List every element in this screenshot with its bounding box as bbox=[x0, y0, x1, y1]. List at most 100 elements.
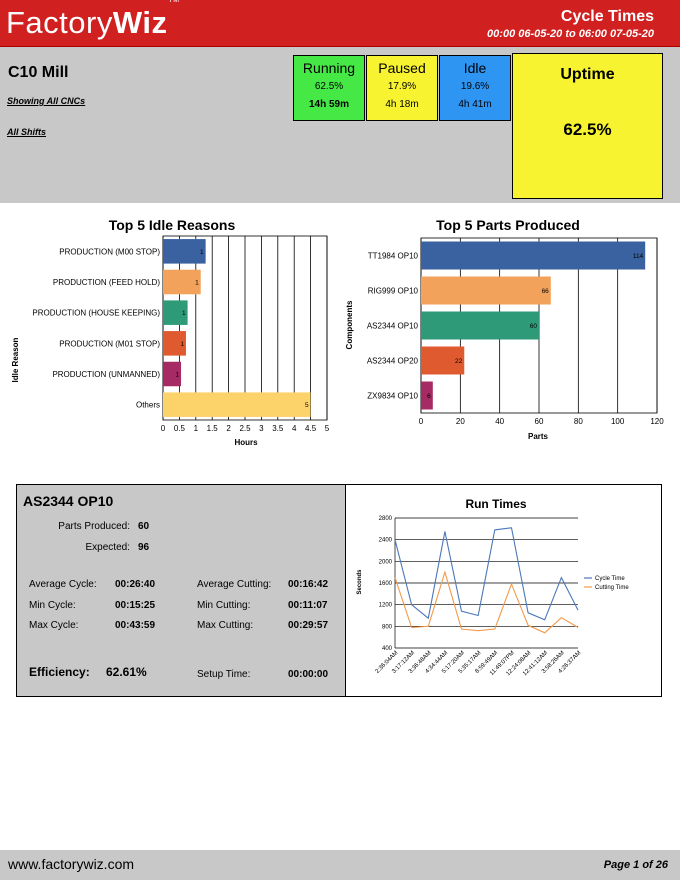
idle-x-tick: 1 bbox=[194, 424, 199, 433]
parts-bar-label: 66 bbox=[542, 288, 550, 295]
idle-x-tick: 0 bbox=[161, 424, 166, 433]
run-y-tick: 2000 bbox=[379, 559, 393, 565]
idle-x-tick: 2 bbox=[226, 424, 231, 433]
avg-cycle-label: Average Cycle: bbox=[29, 579, 97, 590]
parts-category-label: TT1984 OP10 bbox=[368, 252, 419, 261]
idle-category-label: PRODUCTION (HOUSE KEEPING) bbox=[32, 309, 160, 318]
uptime-label: Uptime bbox=[560, 66, 615, 83]
expected-value: 96 bbox=[138, 542, 150, 553]
paused-duration: 4h 18m bbox=[385, 99, 419, 110]
paused-label: Paused bbox=[378, 60, 426, 76]
idle-status-box: Idle 19.6% 4h 41m bbox=[439, 55, 511, 121]
running-duration: 14h 59m bbox=[308, 99, 350, 110]
idle-duration: 4h 41m bbox=[458, 99, 492, 110]
header-bar: FactoryWizTM Cycle Times 00:00 06-05-20 … bbox=[0, 0, 680, 47]
run-y-tick: 400 bbox=[382, 646, 393, 652]
running-label: Running bbox=[302, 60, 356, 76]
min-cycle-value: 00:15:25 bbox=[115, 600, 156, 611]
parts-category-label: AS2344 OP20 bbox=[367, 357, 419, 366]
idle-reasons-chart: Top 5 Idle Reasons Idle Reason Hours 111… bbox=[11, 217, 330, 447]
run-series-line bbox=[394, 527, 579, 621]
expected-label: Expected: bbox=[85, 542, 130, 553]
efficiency-label: Efficiency: bbox=[29, 665, 90, 679]
idle-bar-label: 1 bbox=[200, 249, 204, 256]
idle-bar-label: 5 bbox=[305, 402, 309, 409]
idle-bar bbox=[163, 269, 201, 295]
shift-filter-link[interactable]: All Shifts bbox=[7, 127, 47, 137]
parts-x-tick: 20 bbox=[456, 417, 465, 426]
parts-x-tick: 120 bbox=[650, 417, 664, 426]
idle-category-label: PRODUCTION (M01 STOP) bbox=[59, 339, 160, 348]
parts-bar bbox=[421, 381, 433, 410]
parts-produced-value: 60 bbox=[138, 521, 150, 532]
idle-bar-label: 1 bbox=[180, 341, 184, 348]
parts-bar bbox=[421, 241, 646, 270]
parts-chart-title: Top 5 Parts Produced bbox=[436, 217, 580, 233]
idle-x-tick: 3 bbox=[259, 424, 264, 433]
max-cutting-value: 00:29:57 bbox=[288, 620, 329, 631]
paused-percent: 17.9% bbox=[387, 81, 417, 92]
uptime-value: 62.5% bbox=[563, 120, 612, 139]
idle-x-tick: 2.5 bbox=[239, 424, 251, 433]
machine-name: C10 Mill bbox=[8, 64, 69, 81]
parts-x-tick: 80 bbox=[574, 417, 583, 426]
parts-bar bbox=[421, 276, 551, 305]
page-number: Page 1 of 26 bbox=[603, 859, 668, 871]
report-title: Cycle Times bbox=[560, 8, 654, 25]
idle-category-label: Others bbox=[136, 401, 160, 410]
parts-category-label: ZX9834 OP10 bbox=[367, 392, 418, 401]
parts-bar-label: 6 bbox=[427, 393, 431, 400]
min-cutting-value: 00:11:07 bbox=[288, 600, 328, 611]
idle-category-label: PRODUCTION (UNMANNED) bbox=[52, 370, 160, 379]
cnc-filter-link[interactable]: Showing All CNCs bbox=[7, 96, 86, 106]
paused-status-box: Paused 17.9% 4h 18m bbox=[366, 55, 438, 121]
logo-text-bold: Wiz bbox=[112, 5, 168, 40]
run-y-tick: 2400 bbox=[379, 538, 393, 544]
idle-x-tick: 3.5 bbox=[272, 424, 284, 433]
idle-x-tick: 4.5 bbox=[305, 424, 317, 433]
uptime-box: Uptime 62.5% bbox=[512, 53, 663, 199]
footer-url: www.factorywiz.com bbox=[8, 856, 135, 872]
idle-label: Idle bbox=[463, 60, 487, 76]
idle-x-tick: 1.5 bbox=[207, 424, 219, 433]
setup-time-value: 00:00:00 bbox=[288, 669, 329, 680]
run-series-line bbox=[394, 570, 579, 634]
parts-x-tick: 40 bbox=[495, 417, 504, 426]
date-range: 00:00 06-05-20 to 06:00 07-05-20 bbox=[487, 28, 654, 40]
run-legend-label: Cycle Time bbox=[595, 576, 625, 582]
idle-bar-label: 1 bbox=[182, 310, 186, 317]
avg-cycle-value: 00:26:40 bbox=[115, 579, 156, 590]
running-status-box: Running 62.5% 14h 59m bbox=[293, 55, 365, 121]
parts-category-label: AS2344 OP10 bbox=[367, 322, 419, 331]
max-cycle-label: Max Cycle: bbox=[29, 620, 79, 631]
run-y-tick: 1600 bbox=[379, 581, 393, 587]
parts-category-label: RIG999 OP10 bbox=[368, 287, 419, 296]
run-y-tick: 2800 bbox=[379, 516, 393, 522]
parts-chart-xlabel: Parts bbox=[528, 432, 549, 441]
idle-bar bbox=[163, 392, 311, 417]
idle-percent: 19.6% bbox=[460, 81, 490, 92]
avg-cutting-label: Average Cutting: bbox=[197, 579, 272, 590]
efficiency-value: 62.61% bbox=[106, 665, 147, 679]
parts-bar-label: 22 bbox=[455, 358, 463, 365]
footer-bar: www.factorywiz.com Page 1 of 26 bbox=[0, 850, 680, 880]
min-cutting-label: Min Cutting: bbox=[197, 600, 251, 611]
factorywiz-logo: FactoryWizTM bbox=[6, 0, 179, 41]
avg-cutting-value: 00:16:42 bbox=[288, 579, 329, 590]
parts-bar-label: 114 bbox=[633, 253, 644, 260]
parts-produced-label: Parts Produced: bbox=[58, 521, 130, 532]
logo-text-plain: Factory bbox=[6, 5, 113, 40]
idle-category-label: PRODUCTION (FEED HOLD) bbox=[53, 278, 160, 287]
parts-produced-chart: Top 5 Parts Produced Components Parts 11… bbox=[345, 217, 664, 441]
min-cycle-label: Min Cycle: bbox=[29, 600, 76, 611]
parts-bar-label: 60 bbox=[530, 323, 538, 330]
idle-bar-label: 1 bbox=[195, 280, 199, 287]
idle-x-tick: 0.5 bbox=[174, 424, 186, 433]
run-legend-label: Cutting Time bbox=[595, 585, 629, 591]
run-y-tick: 1200 bbox=[379, 603, 393, 609]
parts-bar bbox=[421, 311, 539, 340]
running-percent: 62.5% bbox=[314, 81, 344, 92]
parts-chart-ylabel: Components bbox=[345, 300, 354, 349]
idle-chart-xlabel: Hours bbox=[234, 438, 258, 447]
